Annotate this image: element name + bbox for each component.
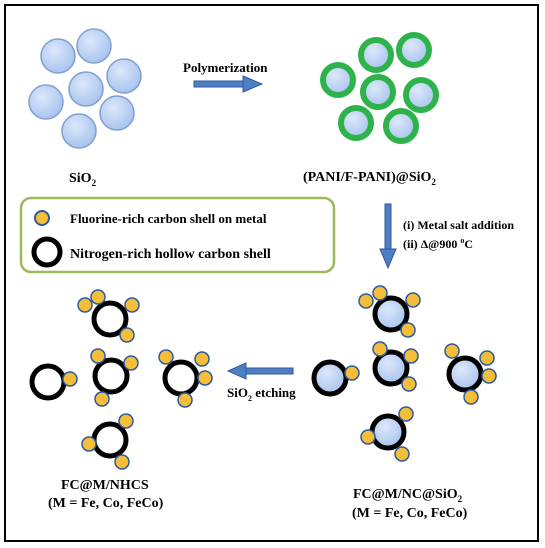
metal-nanoparticle <box>373 286 387 300</box>
core-shell-particle <box>372 416 404 448</box>
legend-item-nitrogen: Nitrogen-rich hollow carbon shell <box>70 247 271 262</box>
hollow-carbon-shell <box>165 362 197 394</box>
pani-coated-sphere <box>361 40 391 70</box>
sio2-sphere-cluster <box>29 29 141 148</box>
label-fc-nhcs-metals: (M = Fe, Co, FeCo) <box>48 496 164 511</box>
metal-nanoparticle <box>63 372 77 386</box>
metal-nanoparticle <box>82 437 96 451</box>
legend-metal-icon <box>35 211 49 225</box>
metal-nanoparticle <box>373 342 387 356</box>
sio2-sphere <box>41 39 75 73</box>
metal-nanoparticle <box>159 350 173 364</box>
etching-arrow <box>228 363 293 379</box>
sio2-sphere <box>77 29 111 63</box>
metal-nanoparticle <box>198 371 212 385</box>
label-fc-nc-sio2: FC@M/NC@SiO2 <box>353 487 463 504</box>
metal-nanoparticle <box>361 430 375 444</box>
hollow-carbon-shell <box>94 424 126 456</box>
sio2-sphere <box>100 96 134 130</box>
hollow-carbon-shell <box>95 360 127 392</box>
label-fc-nhcs: FC@M/NHCS <box>61 478 149 493</box>
pani-coated-sphere <box>386 111 416 141</box>
metal-nanoparticle <box>178 393 192 407</box>
metal-nanoparticle <box>406 293 420 307</box>
metal-nanoparticle <box>482 369 496 383</box>
core-shell-particle <box>375 352 407 384</box>
legend-box: Fluorine-rich carbon shell on metal Nitr… <box>21 198 334 272</box>
pani-coated-sphere <box>406 80 436 110</box>
metal-nanoparticle <box>402 377 416 391</box>
metal-nanoparticle <box>120 328 134 342</box>
legend-item-fluorine: Fluorine-rich carbon shell on metal <box>70 211 267 226</box>
metal-nanoparticle <box>195 352 209 366</box>
metal-nanoparticle <box>125 298 139 312</box>
pani-coated-sphere <box>399 35 429 65</box>
core-shell-particle <box>314 362 346 394</box>
metal-nanoparticle <box>445 344 459 358</box>
metal-nanoparticle <box>115 455 129 469</box>
label-pani-sio2: (PANI/F-PANI)@SiO2 <box>303 170 436 187</box>
metal-nanoparticle <box>345 366 359 380</box>
sio2-sphere <box>69 72 103 106</box>
pani-coated-sphere <box>341 108 371 138</box>
pani-coated-sphere <box>363 77 393 107</box>
metal-nanoparticle <box>464 390 478 404</box>
sio2-sphere <box>29 85 63 119</box>
label-sio2: SiO2 <box>69 171 97 188</box>
metal-nanoparticle <box>395 447 409 461</box>
sio2-sphere <box>62 114 96 148</box>
metal-nanoparticle <box>401 323 415 337</box>
metal-nanoparticle <box>91 290 105 304</box>
metal-nanoparticle <box>124 356 138 370</box>
sio2-sphere <box>107 59 141 93</box>
pani-coated-sphere-cluster <box>323 35 436 141</box>
label-sio2-etching: SiO2 etching <box>227 385 296 403</box>
label-polymerization: Polymerization <box>183 60 268 75</box>
fc-m-nhcs-particles <box>32 290 212 469</box>
metal-nanoparticle <box>95 392 109 406</box>
metal-nanoparticle <box>78 298 92 312</box>
label-fc-nc-sio2-metals: (M = Fe, Co, FeCo) <box>352 506 468 521</box>
metal-nanoparticle <box>119 414 133 428</box>
metal-nanoparticle <box>91 349 105 363</box>
label-step-metal-salt: (i) Metal salt addition <box>403 218 514 232</box>
metal-salt-arrow <box>380 204 396 268</box>
pani-coated-sphere <box>323 65 353 95</box>
polymerization-arrow <box>194 76 262 92</box>
fc-m-nc-sio2-particles <box>314 286 496 461</box>
core-shell-particle <box>449 358 481 390</box>
metal-nanoparticle <box>359 294 373 308</box>
hollow-carbon-shell <box>32 366 64 398</box>
metal-nanoparticle <box>480 351 494 365</box>
label-step-annealing: (ii) Δ@900 oC <box>403 236 473 251</box>
legend-carbon-shell-icon <box>34 239 60 265</box>
metal-nanoparticle <box>404 349 418 363</box>
metal-nanoparticle <box>399 407 413 421</box>
